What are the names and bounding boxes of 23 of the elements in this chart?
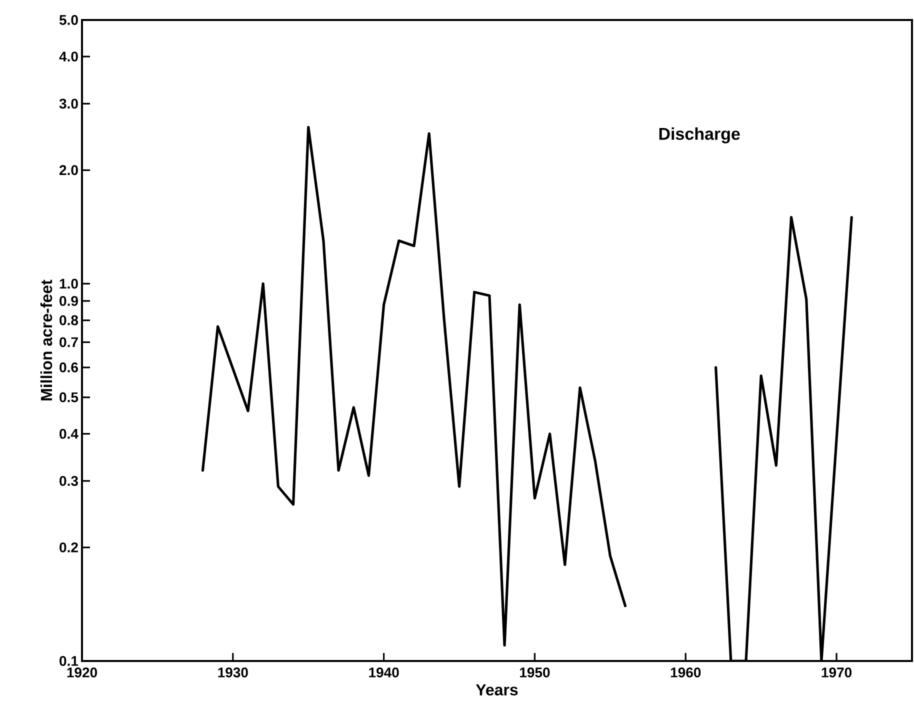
- x-tick-label: 1920: [67, 668, 97, 678]
- y-tick-label: 0.3: [60, 476, 78, 486]
- y-tick-label: 0.8: [60, 315, 78, 326]
- y-tick-label: 0.9: [60, 296, 78, 306]
- y-tick-label: 2.0: [60, 165, 78, 176]
- y-tick-label: 5.0: [59, 15, 78, 25]
- y-tick-label: 3.0: [59, 98, 78, 109]
- y-tick-label: 0.4: [60, 428, 78, 439]
- x-tick-label: 1950: [520, 668, 550, 678]
- y-axis-title: Million acre-feet: [40, 280, 52, 400]
- annotation: Discharge: [659, 127, 740, 144]
- x-tick-label: 1960: [670, 668, 701, 678]
- x-tick-label: 1970: [822, 668, 852, 678]
- y-tick-label: 4.0: [59, 52, 78, 62]
- x-tick-label: 1940: [369, 668, 399, 678]
- x-axis-title: Years: [476, 684, 518, 696]
- y-tick-label: 0.2: [60, 542, 78, 552]
- y-tick-label: 0.5: [60, 392, 78, 402]
- y-tick-label: 0.7: [60, 337, 78, 348]
- y-tick-label: 0.6: [60, 362, 78, 372]
- x-tick-label: 1930: [218, 668, 248, 678]
- y-tick-label: 1.0: [60, 278, 78, 289]
- y-tick-label: 0.1: [60, 656, 78, 666]
